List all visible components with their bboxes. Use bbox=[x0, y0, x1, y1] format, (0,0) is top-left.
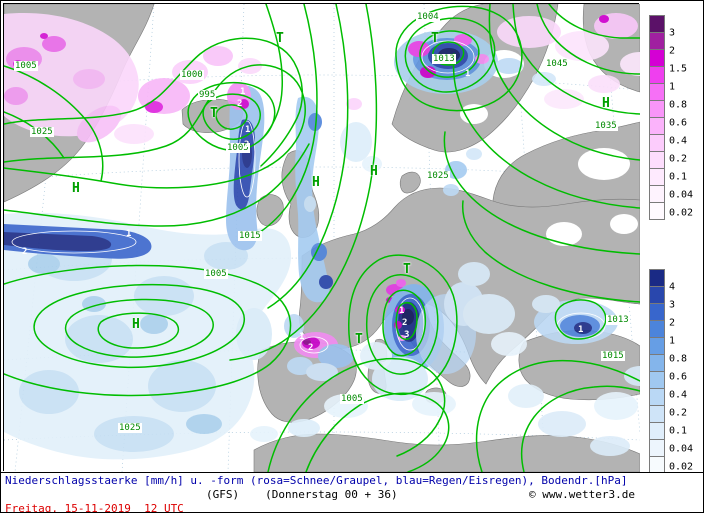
valid-datetime-label: Freitag, 15-11-2019 12 UTC bbox=[5, 502, 184, 513]
legend-tick-value: 0.02 bbox=[669, 207, 694, 219]
weather-map-svg bbox=[4, 4, 640, 472]
legend-tick-value: 0.8 bbox=[669, 353, 688, 365]
legend-tick-value: 1.5 bbox=[669, 63, 688, 75]
legend-color-box bbox=[649, 83, 665, 101]
legend-color-box bbox=[649, 32, 665, 50]
legend-color-box bbox=[649, 371, 665, 389]
legend-color-box bbox=[649, 66, 665, 84]
legend-color-box bbox=[649, 134, 665, 152]
legend-tick-value: 0.1 bbox=[669, 425, 688, 437]
legend-tick-value: 0.04 bbox=[669, 443, 694, 455]
legend-color-box bbox=[649, 168, 665, 186]
legend-tick-value: 3 bbox=[669, 27, 676, 39]
caption-model-run: (GFS) (Donnerstag 00 + 36) bbox=[206, 488, 398, 501]
legend-tick-value: 0.02 bbox=[669, 461, 694, 473]
legend-color-box bbox=[649, 202, 665, 220]
model-label: (GFS) bbox=[206, 488, 240, 501]
legend-color-box bbox=[649, 354, 665, 372]
legend-color-box bbox=[649, 49, 665, 67]
legend-tick-value: 2 bbox=[669, 45, 676, 57]
legend-color-box bbox=[649, 439, 665, 457]
legend-color-box bbox=[649, 15, 665, 33]
legend-tick-value: 3 bbox=[669, 299, 676, 311]
legend-tick-value: 0.8 bbox=[669, 99, 688, 111]
legend-color-box bbox=[649, 337, 665, 355]
legend-color-box bbox=[649, 151, 665, 169]
legend-tick-value: 0.4 bbox=[669, 135, 688, 147]
precip-contour-layer bbox=[11, 40, 606, 354]
legend-tick-value: 0.4 bbox=[669, 389, 688, 401]
legend-color-box bbox=[649, 320, 665, 338]
legend-tick-value: 0.6 bbox=[669, 117, 688, 129]
snow-intensity-legend: 3 2 1.5 1 0.8 0.6 0.4 0.2 0.1 0.04 0.02 bbox=[649, 15, 693, 220]
copyright-label: © www.wetter3.de bbox=[529, 488, 635, 501]
legend-color-box bbox=[649, 422, 665, 440]
legend-color-box bbox=[649, 117, 665, 135]
legend-tick-value: 0.2 bbox=[669, 407, 688, 419]
rain-intensity-legend: 4 3 2 1 0.8 0.6 0.4 0.2 0.1 0.04 0.02 bbox=[649, 269, 693, 474]
legend-color-box bbox=[649, 405, 665, 423]
caption-title: Niederschlagsstaerke [mm/h] u. -form (ro… bbox=[5, 474, 628, 487]
legend-tick-value: 2 bbox=[669, 317, 676, 329]
legend-color-box bbox=[649, 388, 665, 406]
legend-color-box bbox=[649, 303, 665, 321]
run-label: (Donnerstag 00 + 36) bbox=[265, 488, 398, 501]
legend-tick-value: 0.04 bbox=[669, 189, 694, 201]
legend-tick-value: 0.1 bbox=[669, 171, 688, 183]
isobar-layer bbox=[4, 4, 640, 472]
legend-tick-value: 4 bbox=[669, 281, 676, 293]
legend-tick-value: 0.2 bbox=[669, 153, 688, 165]
legend-color-box bbox=[649, 269, 665, 287]
legend-color-box bbox=[649, 286, 665, 304]
legend-tick-value: 1 bbox=[669, 335, 676, 347]
legend-tick-value: 0.6 bbox=[669, 371, 688, 383]
legend-tick-value: 1 bbox=[669, 81, 676, 93]
caption-bar: Niederschlagsstaerke [mm/h] u. -form (ro… bbox=[1, 472, 703, 513]
weather-map: 1005 1025 1000 995 1005 1004 1013 1045 1035 1025 1… bbox=[3, 3, 640, 472]
legend-color-box bbox=[649, 100, 665, 118]
legend-color-box bbox=[649, 185, 665, 203]
